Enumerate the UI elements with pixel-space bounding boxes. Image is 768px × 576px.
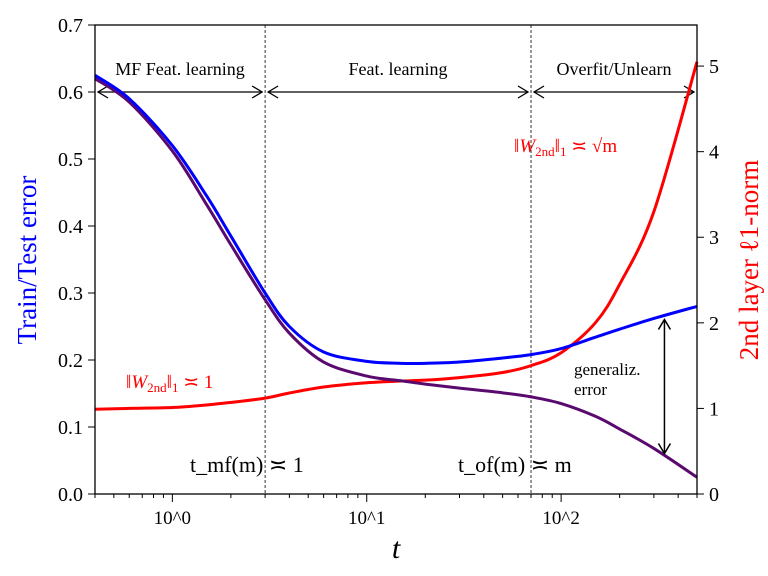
y-axis-left-label: Train/Test error [12, 176, 42, 345]
region-label-overfit: Overfit/Unlearn [557, 59, 672, 79]
y-right-tick-label: 2 [709, 313, 719, 335]
region-label-mf: MF Feat. learning [115, 59, 244, 79]
y-left-tick-label: 0.2 [58, 350, 83, 372]
vline-label-mf: t_mf(m) ≍ 1 [190, 452, 304, 477]
y-left-tick-label: 0.7 [58, 15, 83, 37]
vline-label-of: t_of(m) ≍ m [458, 452, 572, 477]
x-tick-label: 10^1 [348, 508, 385, 529]
norm-small-annotation: ‖W2nd‖1 ≍ 1 [126, 372, 213, 395]
y-right-tick-label: 0 [709, 484, 719, 506]
y-right-tick-label: 5 [709, 56, 719, 78]
x-axis-label: t [392, 532, 401, 565]
plot-frame [94, 24, 698, 495]
arrowhead-down [657, 443, 672, 455]
arrowhead-left [266, 85, 279, 99]
arrowhead-right [251, 85, 264, 99]
y-right-tick-label: 3 [709, 227, 719, 249]
series-line-test [94, 73, 698, 366]
arrowhead-right [517, 85, 530, 99]
y-left-tick-label: 0.4 [58, 216, 83, 238]
norm-large-annotation: ‖W2nd‖1 ≍ √m [514, 136, 617, 159]
y-left-tick-label: 0.6 [58, 82, 83, 104]
y-right-tick-label: 4 [709, 142, 719, 164]
gen-error-label-1: generaliz. [574, 360, 641, 379]
y-left-tick-label: 0.3 [58, 283, 83, 305]
y-left-tick-label: 0.0 [58, 484, 83, 506]
x-tick-label: 10^0 [154, 508, 191, 529]
arrowhead-left [532, 85, 545, 99]
region-label-feat: Feat. learning [349, 59, 448, 79]
arrowhead-up [657, 318, 672, 330]
y-right-tick-label: 1 [709, 398, 719, 420]
series-line-norm [94, 61, 699, 411]
series-line-train [94, 77, 698, 479]
x-tick-label: 10^2 [542, 508, 579, 529]
y-left-tick-label: 0.5 [58, 149, 83, 171]
arrowhead-left [96, 85, 109, 99]
y-axis-right-label: 2nd layer ℓ1-norm [734, 160, 764, 360]
gen-error-label-2: error [574, 380, 607, 399]
y-left-tick-label: 0.1 [58, 417, 83, 439]
